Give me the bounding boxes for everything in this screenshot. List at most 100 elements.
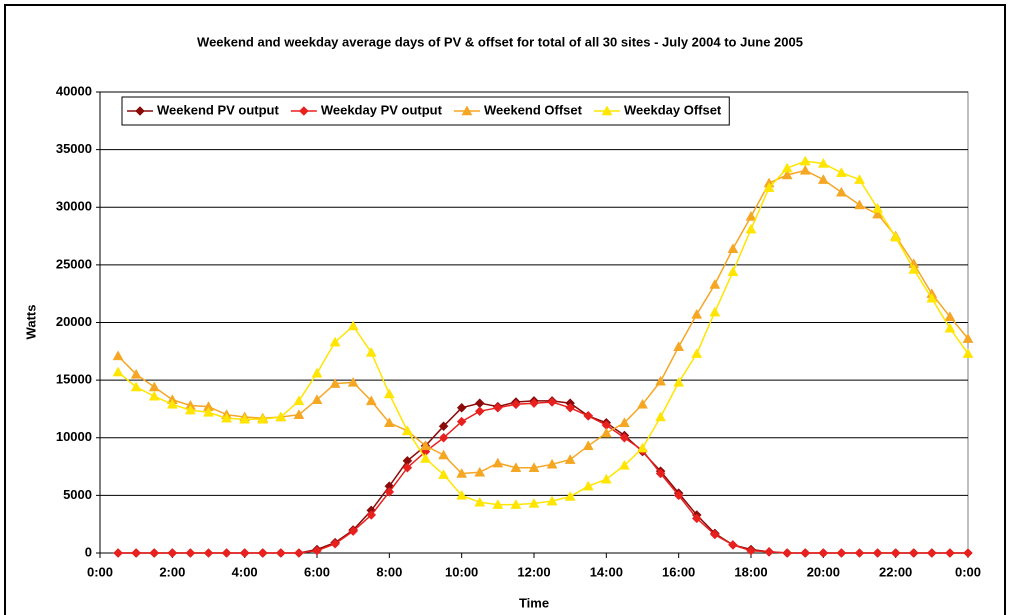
point (546, 458, 558, 469)
point (637, 442, 648, 453)
x-tick-label: 0:00 (955, 564, 981, 579)
legend: Weekend PV output Weekday PV output Weeken… (121, 96, 730, 126)
point (709, 529, 720, 540)
point (401, 425, 413, 436)
x-axis-title: Time (519, 595, 549, 610)
point (347, 320, 359, 331)
point (854, 199, 865, 210)
point (135, 106, 145, 116)
point (366, 510, 377, 520)
y-tick-label: 5000 (63, 487, 92, 502)
legend-box (121, 96, 730, 126)
point (365, 395, 377, 406)
point (854, 174, 865, 184)
point (149, 548, 160, 558)
point (456, 402, 467, 413)
point (113, 548, 123, 558)
point (257, 413, 269, 424)
point (257, 548, 268, 558)
point (835, 167, 847, 177)
point (167, 548, 178, 558)
point (582, 480, 594, 491)
point (890, 548, 901, 558)
point (112, 366, 124, 377)
point (239, 548, 250, 558)
point (311, 394, 323, 404)
point (565, 402, 576, 413)
x-tick-label: 2:00 (159, 564, 185, 579)
point (365, 346, 377, 357)
point (311, 367, 323, 378)
x-tick-label: 8:00 (376, 564, 402, 579)
point (872, 202, 884, 213)
point (185, 548, 196, 558)
point (800, 548, 811, 558)
point (529, 398, 539, 409)
x-tick-label: 20:00 (807, 564, 840, 579)
point (293, 395, 305, 406)
point (945, 548, 955, 558)
point (745, 223, 757, 234)
point (600, 473, 612, 484)
point (383, 417, 395, 428)
point (510, 462, 522, 472)
point (546, 495, 558, 506)
y-tick-label: 35000 (56, 141, 92, 156)
point (691, 513, 702, 524)
legend-label: Weekend Offset (484, 102, 583, 117)
point (962, 333, 974, 343)
point (583, 410, 594, 421)
point (890, 231, 902, 242)
point (817, 157, 829, 168)
point (438, 469, 450, 479)
point (275, 411, 287, 422)
chart-title: Weekend and weekday average days of PV &… (197, 34, 803, 49)
point (564, 491, 576, 501)
point (528, 497, 540, 508)
legend-label: Weekday Offset (624, 102, 722, 117)
legend-label: Weekend PV output (157, 102, 279, 117)
point (655, 468, 666, 479)
point (818, 548, 829, 558)
point (130, 368, 142, 379)
point (872, 548, 883, 558)
point (854, 548, 865, 558)
x-tick-label: 14:00 (590, 564, 623, 579)
point (926, 292, 938, 303)
point (166, 398, 178, 409)
point (962, 348, 974, 358)
point (582, 440, 594, 451)
point (456, 416, 467, 427)
point (763, 182, 775, 192)
point (728, 540, 738, 550)
point (131, 548, 142, 558)
y-tick-label: 10000 (56, 429, 92, 444)
legend-label: Weekday PV output (321, 102, 443, 117)
point (203, 548, 214, 558)
point (618, 417, 630, 428)
point (673, 376, 685, 387)
point (727, 243, 739, 253)
point (492, 402, 503, 413)
point (474, 496, 486, 507)
point (184, 404, 196, 415)
point (239, 413, 251, 424)
point (420, 440, 431, 451)
point (221, 412, 233, 423)
point (944, 311, 956, 321)
x-tick-label: 6:00 (304, 564, 330, 579)
point (203, 406, 214, 417)
x-tick-label: 0:00 (87, 564, 113, 579)
point (547, 397, 557, 407)
point (420, 452, 431, 463)
point (781, 169, 793, 180)
point (329, 378, 341, 388)
point (474, 466, 486, 477)
point (130, 381, 142, 392)
y-axis-title: Watts (23, 305, 38, 340)
point (618, 459, 630, 470)
point (799, 155, 811, 166)
point (817, 174, 829, 184)
point (655, 411, 667, 422)
point (438, 421, 449, 432)
